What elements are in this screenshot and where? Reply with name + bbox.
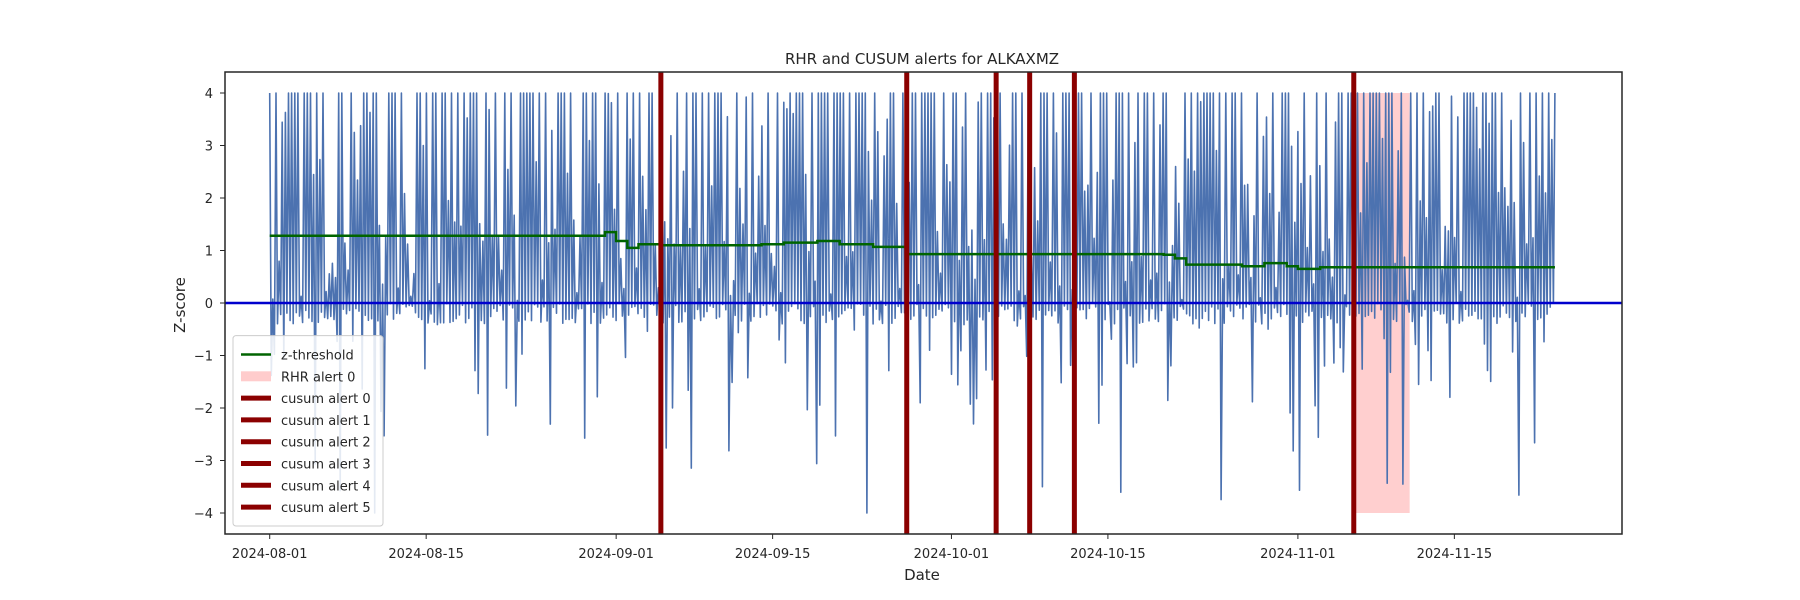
plot-area: −4 −3 −2 −1 0 1 2 3 4 2024-08-01 2024-08-15 2024-09…: [194, 71, 1623, 562]
legend-label: cusum alert 5: [281, 501, 371, 516]
legend-label: cusum alert 0: [281, 392, 371, 407]
rhr-zscore-line: [268, 92, 1556, 514]
legend: z-threshold RHR alert 0 cusum alert 0 cusum…: [232, 335, 384, 527]
legend-label: cusum alert 2: [281, 436, 371, 451]
y-tick-label: 2: [205, 192, 213, 207]
y-tick-label: 4: [205, 87, 213, 102]
legend-label: cusum alert 1: [281, 414, 371, 429]
legend-label: RHR alert 0: [281, 370, 355, 385]
x-tick-label: 2024-09-01: [578, 547, 654, 562]
y-axis-label: Z-score: [171, 277, 189, 333]
y-tick-label: −2: [194, 402, 213, 417]
y-tick-label: 0: [205, 297, 213, 312]
legend-box: [232, 335, 384, 527]
x-tick-label: 2024-08-01: [232, 547, 308, 562]
x-tick-label: 2024-10-15: [1070, 547, 1146, 562]
x-tick-label: 2024-10-01: [914, 547, 990, 562]
x-tick-label: 2024-08-15: [388, 547, 464, 562]
x-tick-label: 2024-09-15: [735, 547, 811, 562]
x-axis-label: Date: [904, 566, 940, 584]
x-tick-label: 2024-11-01: [1260, 547, 1336, 562]
y-tick-label: −3: [194, 455, 213, 470]
legend-swatch-1: [241, 371, 271, 382]
legend-label: cusum alert 4: [281, 479, 371, 494]
x-tick-label: 2024-11-15: [1417, 547, 1493, 562]
y-tick-label: 3: [205, 140, 213, 155]
legend-label: cusum alert 3: [281, 458, 371, 473]
legend-label: z-threshold: [281, 349, 354, 364]
z-threshold-line: [269, 230, 1555, 271]
y-tick-label: −1: [194, 350, 213, 365]
y-tick-label: 1: [205, 245, 213, 260]
chart-title: RHR and CUSUM alerts for ALKAXMZ: [785, 50, 1059, 68]
y-tick-label: −4: [194, 507, 213, 522]
